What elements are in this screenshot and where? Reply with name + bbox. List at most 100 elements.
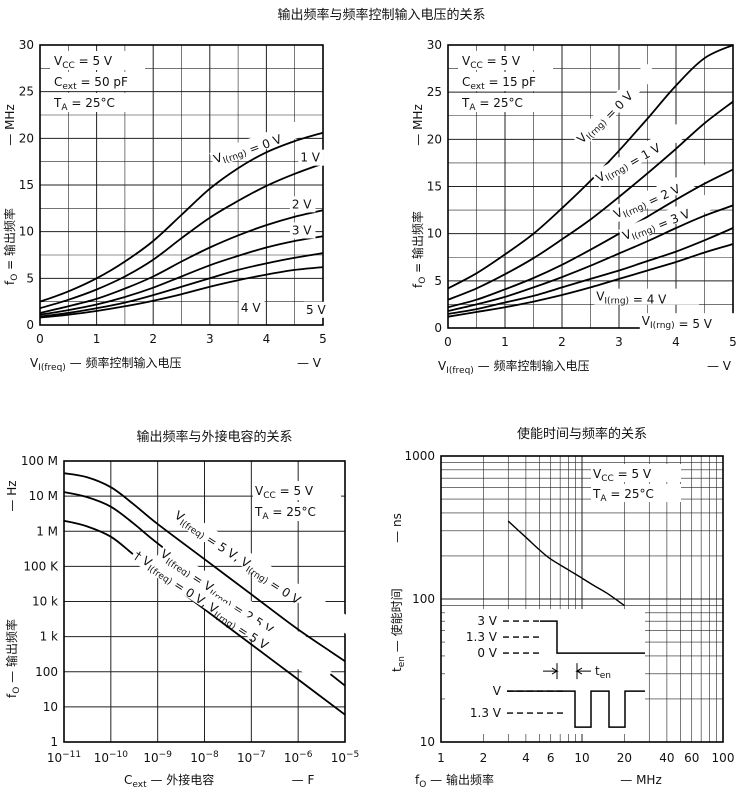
curve-label-bg-group	[591, 120, 691, 188]
curve-label-bg	[639, 313, 738, 330]
y-axis-label-sub: O	[10, 274, 20, 281]
series-line-3	[447, 204, 734, 312]
x-tick-label: 4	[263, 332, 271, 346]
inset-level-2: 0 V	[477, 646, 497, 660]
curve-label-bg	[298, 149, 324, 166]
y-tick-label: 10 M	[29, 489, 58, 503]
curve-label-bg	[289, 222, 316, 239]
x-tick-exp: −5	[346, 750, 359, 760]
x-tick-label: 1	[93, 332, 101, 346]
series-line-0	[507, 520, 625, 607]
series-line-0	[447, 44, 734, 290]
x-axis-unit: — V	[297, 356, 322, 370]
y-tick-label: 10	[420, 735, 435, 749]
condition-bg	[253, 481, 341, 500]
series-line-0	[39, 131, 324, 303]
curve-label-3: 3 V	[292, 223, 312, 237]
y-axis-unit: — ns	[390, 513, 404, 543]
y-axis-label-eq: = 输出频率	[2, 208, 17, 274]
y-tick-label: 100	[412, 592, 435, 606]
y-axis-label-eq: = 输出频率	[410, 211, 425, 277]
series-line-5	[39, 266, 324, 319]
x-tick-label: 10	[574, 751, 589, 765]
condition-0-main: V	[462, 54, 471, 68]
y-axis-label-f: f	[3, 280, 17, 285]
y-tick-label: 0	[434, 321, 442, 335]
x-tick-base: 10	[237, 751, 252, 765]
curve-label-bg-group	[572, 62, 658, 149]
x-axis-label: VI(freq) — 频率控制输入电压	[30, 355, 181, 373]
x-tick-label: 1	[501, 335, 509, 349]
condition-0: VCC = 5 V	[462, 54, 521, 71]
curve-label-bg-group	[129, 546, 332, 686]
inset-ten-main: t	[595, 664, 600, 678]
curve-label-bg	[155, 544, 329, 665]
y-axis-label-sub: en	[397, 656, 407, 667]
x-tick-label: 5	[319, 332, 327, 346]
y-tick-label: 1000	[404, 449, 435, 463]
series-line-3	[39, 235, 324, 316]
curve-label-bg	[304, 301, 330, 318]
curve-label-5: 5 V	[306, 303, 326, 317]
condition-1-main: C	[462, 75, 470, 89]
x-tick-label: 2	[149, 332, 157, 346]
curve-label-bg	[609, 164, 712, 224]
y-tick-label: 10 k	[32, 595, 58, 609]
condition-bg	[458, 72, 553, 91]
y-tick-label: 10	[427, 227, 442, 241]
curve-label-1-part: 1 V	[300, 151, 320, 165]
curve-label-bg-group	[618, 190, 722, 245]
curve-label-5-sub: I(rng)	[650, 321, 675, 331]
condition-2-sub: A	[61, 103, 68, 113]
x-tick-label: 10−6	[284, 750, 313, 765]
x-tick-base: 10	[190, 751, 205, 765]
condition-1-sub: A	[600, 494, 607, 504]
y-axis-label-f: f	[5, 693, 19, 698]
x-axis-label-dash: — 外接电容	[147, 772, 215, 787]
y-tick-label: 5	[26, 271, 34, 285]
condition-1-main: T	[254, 505, 263, 519]
condition-0-rest: = 5 V	[614, 467, 652, 481]
condition-1: Cext = 50 pF	[54, 75, 128, 92]
y-tick-label: 10	[19, 225, 34, 239]
x-tick-label: 100	[712, 751, 735, 765]
curve-label-2-part: 2 V	[292, 197, 312, 211]
condition-bg	[591, 484, 681, 502]
y-axis-label: ten — 使能时间	[389, 588, 407, 672]
curve-label-5-part: = 5 V	[675, 317, 713, 331]
series-line-1	[447, 100, 734, 301]
condition-1: TA = 25°C	[592, 487, 654, 504]
y-tick-label: 30	[427, 38, 442, 52]
chart-title: 输出频率与频率控制输入电压的关系	[277, 7, 485, 23]
curve-label-5: VI(rng) = 5 V	[642, 314, 713, 331]
curve-label-bg-group	[304, 301, 330, 318]
curve-label-5-part: V	[642, 314, 651, 328]
x-axis-label-sub: I(freq)	[446, 366, 474, 376]
curve-label-bg-group	[169, 506, 361, 638]
condition-0: VCC = 5 V	[255, 484, 314, 501]
condition-1: Cext = 15 pF	[462, 75, 536, 92]
inset-ten-label: ten	[595, 664, 611, 681]
curve-label-4-part: 4 V	[241, 301, 261, 315]
x-tick-exp: −11	[62, 750, 81, 760]
x-tick-exp: −9	[159, 750, 173, 760]
y-tick-label: 100	[35, 665, 58, 679]
curve-label-bg-group	[609, 164, 712, 224]
y-axis-unit: — MHz	[3, 104, 17, 146]
inset-arrow-right	[575, 667, 591, 675]
series-line-0	[63, 472, 346, 662]
curve-label-bg	[594, 288, 699, 305]
plot-frame	[440, 455, 724, 743]
x-tick-exp: −7	[252, 750, 265, 760]
condition-1-rest: = 25°C	[607, 487, 654, 501]
condition-2: TA = 25°C	[461, 96, 523, 113]
curve-label-bg	[618, 190, 722, 245]
y-tick-label: 15	[427, 180, 442, 194]
x-axis-label-dash: — 频率控制输入电压	[66, 355, 182, 370]
x-axis-label-f: f	[415, 773, 420, 787]
inset-arrow-left	[543, 667, 559, 675]
x-tick-label: 4	[522, 751, 530, 765]
x-axis-label-c: C	[124, 773, 132, 787]
